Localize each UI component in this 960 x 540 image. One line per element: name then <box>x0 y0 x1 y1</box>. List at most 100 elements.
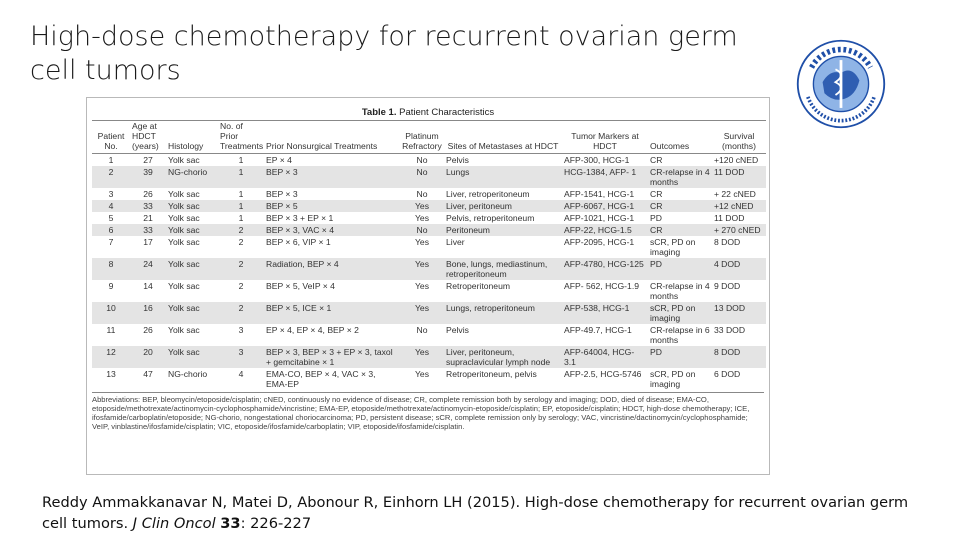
table-cell: Radiation, BEP × 4 <box>264 258 400 280</box>
table-cell: Yolk sac <box>166 346 218 368</box>
citation-pages: : 226-227 <box>240 515 312 532</box>
table-row: 12 20 Yolk sac 3 BEP × 3, BEP × 3 + EP × 3, … <box>92 346 766 368</box>
table-cell: 10 <box>92 302 130 324</box>
table-cell: Yolk sac <box>168 237 200 247</box>
table-cell: BEP × 6, VIP × 1 <box>266 237 331 247</box>
table-cell: 7 <box>108 237 114 247</box>
col-header: Sites of Metastases at HDCT <box>444 120 562 154</box>
table-row: 1 27 Yolk sac 1 EP × 4 No Pelvis AFP-300, HCG-1… <box>92 154 766 167</box>
table-cell: BEP × 3 <box>264 166 400 188</box>
table-cell: NG-chorio <box>166 166 218 188</box>
col-header: Patient No. <box>92 120 130 154</box>
table-cell: 6 DOD <box>714 369 741 379</box>
patient-characteristics-table: Table 1. Patient Characteristics Patient… <box>86 97 770 475</box>
table-cell: CR-relapse in 4 months <box>648 166 712 188</box>
table-cell: 13 <box>106 369 116 379</box>
table-cell: 1 <box>218 166 264 188</box>
table-cell: 2 <box>218 302 264 324</box>
table-cell: 5 <box>108 213 114 223</box>
table-cell: Liver, peritoneum <box>444 200 562 212</box>
table-row: 6 33 Yolk sac 2 BEP × 3, VAC × 4 No Peritoneum… <box>92 224 766 236</box>
table-cell: Yes <box>414 213 430 223</box>
table-cell: BEP × 3, BEP × 3 + EP × 3, taxol + gemci… <box>264 346 400 368</box>
table-cell: Yolk sac <box>166 200 218 212</box>
table-cell: Yolk sac <box>168 281 200 291</box>
table-cell: AFP-6067, HCG-1 <box>562 200 648 212</box>
table-cell: No <box>400 224 444 236</box>
table-cell: BEP × 5, VeIP × 4 <box>266 281 335 291</box>
table-cell: 2 <box>218 258 264 280</box>
col-header: Survival (months) <box>712 120 766 154</box>
table-cell: 2 <box>238 237 244 247</box>
table-caption-label: Table 1. <box>361 107 397 118</box>
table-cell: 11 DOD <box>712 166 766 188</box>
table-cell: 33 DOD <box>714 325 746 335</box>
table-cell: 16 <box>130 302 166 324</box>
table-cell: Yes <box>414 281 430 291</box>
table-cell: CR <box>650 189 663 199</box>
table-cell: Pelvis <box>446 155 469 165</box>
citation-text: Reddy Ammakkanavar N, Matei D, Abonour R… <box>42 494 909 532</box>
table-cell: Yolk sac <box>168 189 200 199</box>
table-cell: Yes <box>400 200 444 212</box>
table-cell: 1 <box>238 155 244 165</box>
table-cell: Yolk sac <box>168 325 200 335</box>
table-cell: Peritoneum <box>444 224 562 236</box>
table-caption-title: Patient Characteristics <box>396 107 495 118</box>
citation-journal: J Clin Oncol <box>132 515 216 532</box>
table-cell: sCR, PD on imaging <box>648 302 712 324</box>
table-cell: PD <box>650 213 662 223</box>
table-cell: Yes <box>400 346 444 368</box>
table-cell: Yolk sac <box>168 213 200 223</box>
table-cell: 11 <box>106 325 116 335</box>
table-cell: 2 <box>92 166 130 188</box>
col-header: Histology <box>166 120 218 154</box>
table-cell: Liver, peritoneum, supraclavicular lymph… <box>444 346 562 368</box>
table-cell: BEP × 3 + EP × 1 <box>266 213 334 223</box>
table-cell: 4 <box>92 200 130 212</box>
table-cell: Yolk sac <box>166 224 218 236</box>
table-cell: 12 <box>92 346 130 368</box>
table-cell: BEP × 5, ICE × 1 <box>264 302 400 324</box>
table-cell: Yolk sac <box>166 302 218 324</box>
table-cell: 1 <box>218 200 264 212</box>
col-header: Outcomes <box>648 120 712 154</box>
table-cell: 4 DOD <box>712 258 766 280</box>
table-cell: 26 <box>143 189 153 199</box>
table-cell: AFP-1021, HCG-1 <box>564 213 635 223</box>
table-cell: Pelvis, retroperitoneum <box>446 213 535 223</box>
table-caption: Table 1. Patient Characteristics <box>87 106 769 120</box>
table-cell: BEP × 3 <box>266 189 298 199</box>
table-cell: 2 <box>238 281 244 291</box>
table-cell: sCR, PD on imaging <box>650 369 696 389</box>
table-cell: Yes <box>414 369 430 379</box>
table-cell: AFP-22, HCG-1.5 <box>562 224 648 236</box>
table-cell: 13 DOD <box>712 302 766 324</box>
table-cell: 8 DOD <box>714 237 741 247</box>
table-cell: EP × 4, EP × 4, BEP × 2 <box>266 325 359 335</box>
table-header-row: Patient No. Age at HDCT (years) Histolog… <box>92 120 766 154</box>
table-row: 5 21 Yolk sac 1 BEP × 3 + EP × 1 Yes Pelvis, r… <box>92 212 766 224</box>
table-cell: 4 <box>238 369 244 379</box>
table-row: 9 14 Yolk sac 2 BEP × 5, VeIP × 4 Yes Retroper… <box>92 280 766 302</box>
table-body: 1 27 Yolk sac 1 EP × 4 No Pelvis AFP-300, HCG-1… <box>92 154 766 391</box>
table-cell: 47 <box>143 369 153 379</box>
table-cell: 24 <box>130 258 166 280</box>
col-header: Platinum Refractory <box>400 120 444 154</box>
table-cell: EP × 4 <box>266 155 292 165</box>
table-cell: CR <box>648 224 712 236</box>
table-cell: 39 <box>130 166 166 188</box>
table-cell: 3 <box>218 346 264 368</box>
table-cell: 33 <box>130 224 166 236</box>
table-cell: +12 cNED <box>712 200 766 212</box>
table-cell: 20 <box>130 346 166 368</box>
table-cell: AFP-49.7, HCG-1 <box>564 325 632 335</box>
table-cell: NG-chorio <box>168 369 208 379</box>
table-cell: + 270 cNED <box>712 224 766 236</box>
table-cell: No <box>416 189 428 199</box>
table-cell: 26 <box>143 325 153 335</box>
table-cell: Pelvis <box>446 325 469 335</box>
table-cell: 11 DOD <box>714 213 745 223</box>
table-cell: Bone, lungs, mediastinum, retroperitoneu… <box>444 258 562 280</box>
table-cell: Retroperitoneum, pelvis <box>446 369 537 379</box>
